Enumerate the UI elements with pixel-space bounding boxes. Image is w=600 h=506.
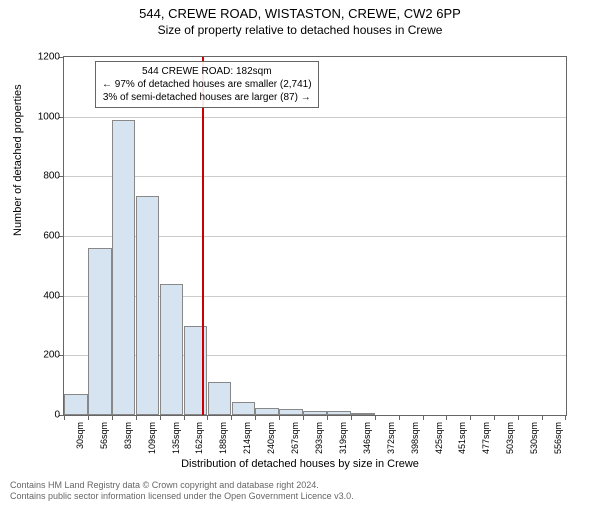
x-tick-label: 503sqm bbox=[505, 422, 515, 462]
y-tick-label: 800 bbox=[24, 171, 60, 182]
x-tick-mark bbox=[518, 415, 519, 420]
y-tick-label: 0 bbox=[24, 410, 60, 421]
annotation-line: 3% of semi-detached houses are larger (8… bbox=[102, 91, 312, 104]
footer-line-1: Contains HM Land Registry data © Crown c… bbox=[10, 480, 354, 491]
x-tick-label: 56sqm bbox=[99, 422, 109, 462]
chart-title-main: 544, CREWE ROAD, WISTASTON, CREWE, CW2 6… bbox=[0, 6, 600, 21]
x-tick-mark bbox=[207, 415, 208, 420]
y-tick-label: 1000 bbox=[24, 111, 60, 122]
histogram-bar bbox=[136, 196, 159, 415]
chart-footer: Contains HM Land Registry data © Crown c… bbox=[10, 480, 354, 502]
footer-line-2: Contains public sector information licen… bbox=[10, 491, 354, 502]
histogram-bar bbox=[279, 409, 302, 415]
gridline bbox=[64, 117, 566, 118]
x-tick-label: 293sqm bbox=[314, 422, 324, 462]
histogram-bar bbox=[88, 248, 111, 415]
chart-title-sub: Size of property relative to detached ho… bbox=[0, 23, 600, 37]
x-tick-mark bbox=[351, 415, 352, 420]
gridline bbox=[64, 176, 566, 177]
x-tick-mark bbox=[160, 415, 161, 420]
x-tick-label: 372sqm bbox=[386, 422, 396, 462]
histogram-bar bbox=[112, 120, 135, 415]
x-tick-mark bbox=[565, 415, 566, 420]
x-tick-label: 109sqm bbox=[147, 422, 157, 462]
reference-line bbox=[202, 57, 204, 415]
x-tick-mark bbox=[542, 415, 543, 420]
x-tick-mark bbox=[184, 415, 185, 420]
annotation-line: 544 CREWE ROAD: 182sqm bbox=[102, 65, 312, 78]
x-tick-mark bbox=[231, 415, 232, 420]
x-tick-mark bbox=[446, 415, 447, 420]
x-tick-label: 530sqm bbox=[529, 422, 539, 462]
x-tick-mark bbox=[255, 415, 256, 420]
x-tick-label: 556sqm bbox=[553, 422, 563, 462]
x-tick-mark bbox=[327, 415, 328, 420]
histogram-bar bbox=[208, 382, 231, 415]
x-tick-label: 425sqm bbox=[434, 422, 444, 462]
x-tick-mark bbox=[470, 415, 471, 420]
x-tick-label: 477sqm bbox=[481, 422, 491, 462]
x-tick-mark bbox=[64, 415, 65, 420]
x-tick-mark bbox=[112, 415, 113, 420]
annotation-box: 544 CREWE ROAD: 182sqm← 97% of detached … bbox=[95, 61, 319, 108]
x-tick-label: 188sqm bbox=[218, 422, 228, 462]
x-tick-label: 267sqm bbox=[290, 422, 300, 462]
histogram-bar bbox=[303, 411, 326, 415]
y-tick-label: 200 bbox=[24, 350, 60, 361]
x-tick-label: 135sqm bbox=[171, 422, 181, 462]
histogram-bar bbox=[64, 394, 87, 415]
y-tick-label: 1200 bbox=[24, 52, 60, 63]
x-tick-label: 83sqm bbox=[123, 422, 133, 462]
histogram-bar bbox=[160, 284, 183, 415]
x-tick-label: 398sqm bbox=[410, 422, 420, 462]
x-tick-mark bbox=[88, 415, 89, 420]
x-tick-mark bbox=[279, 415, 280, 420]
x-tick-mark bbox=[375, 415, 376, 420]
x-tick-label: 240sqm bbox=[266, 422, 276, 462]
x-tick-mark bbox=[303, 415, 304, 420]
chart-plot-area bbox=[63, 56, 567, 416]
x-tick-mark bbox=[494, 415, 495, 420]
histogram-bar bbox=[327, 411, 350, 415]
histogram-bar bbox=[232, 402, 255, 415]
x-tick-mark bbox=[399, 415, 400, 420]
annotation-line: ← 97% of detached houses are smaller (2,… bbox=[102, 78, 312, 91]
histogram-bar bbox=[255, 408, 278, 415]
histogram-bar bbox=[351, 413, 374, 415]
x-tick-label: 214sqm bbox=[242, 422, 252, 462]
x-tick-label: 319sqm bbox=[338, 422, 348, 462]
y-tick-label: 600 bbox=[24, 231, 60, 242]
x-tick-mark bbox=[423, 415, 424, 420]
x-tick-label: 346sqm bbox=[362, 422, 372, 462]
x-tick-label: 30sqm bbox=[75, 422, 85, 462]
x-tick-label: 162sqm bbox=[194, 422, 204, 462]
y-axis-label: Number of detached properties bbox=[12, 84, 24, 236]
x-tick-mark bbox=[136, 415, 137, 420]
x-tick-label: 451sqm bbox=[457, 422, 467, 462]
y-tick-label: 400 bbox=[24, 290, 60, 301]
